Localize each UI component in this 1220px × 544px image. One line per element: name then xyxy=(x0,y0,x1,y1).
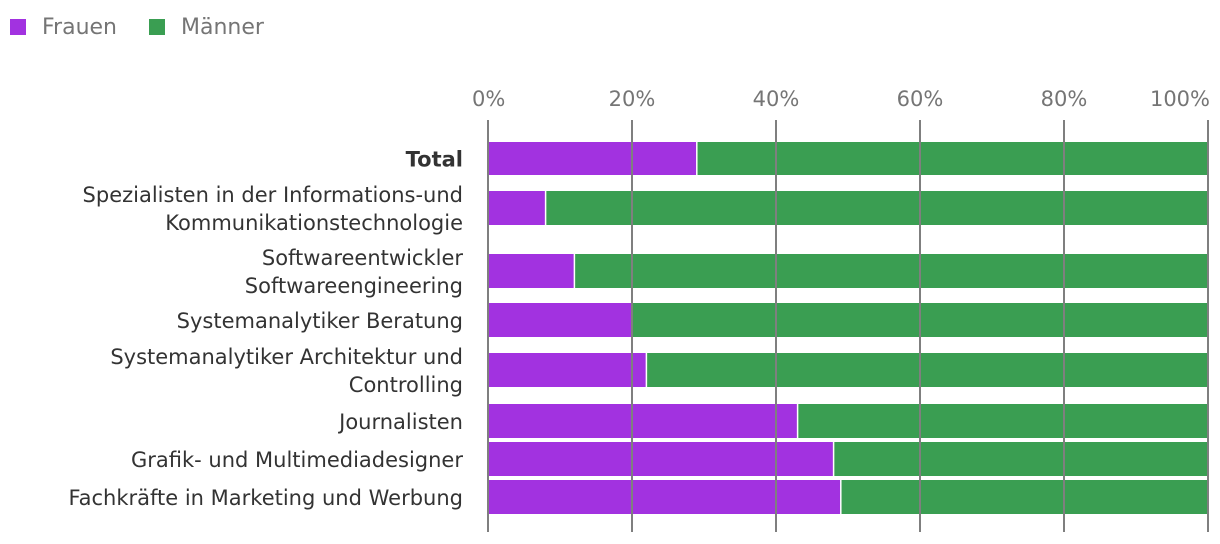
legend-swatch-maenner xyxy=(149,19,166,35)
bar-maenner-0[interactable] xyxy=(696,142,1208,175)
tick-label-1: 20% xyxy=(609,87,656,111)
legend-label-maenner: Männer xyxy=(181,14,264,40)
bar-frauen-0[interactable] xyxy=(488,142,697,175)
bar-maenner-5[interactable] xyxy=(797,404,1208,438)
category-label-1-line-0: Spezialisten in der Informations-und xyxy=(83,183,463,207)
legend-label-frauen: Frauen xyxy=(42,14,118,40)
category-label-4-line-0: Systemanalytiker Architektur und xyxy=(110,345,463,369)
legend-item-maenner[interactable]: Männer xyxy=(149,15,264,40)
tick-label-4: 80% xyxy=(1041,87,1088,111)
tick-label-5: 100% xyxy=(1150,87,1210,111)
legend-swatch-frauen xyxy=(10,19,26,35)
tick-label-3: 60% xyxy=(897,87,944,111)
category-label-1-line-1: Kommunikationstechnologie xyxy=(165,211,463,235)
category-label-6: Grafik- und Multimediadesigner xyxy=(131,448,463,472)
bar-frauen-4[interactable] xyxy=(488,353,647,387)
category-label-3: Systemanalytiker Beratung xyxy=(177,309,463,333)
bar-frauen-6[interactable] xyxy=(488,442,834,476)
bar-frauen-3[interactable] xyxy=(488,303,632,337)
category-label-5: Journalisten xyxy=(337,410,463,434)
bar-maenner-1[interactable] xyxy=(545,191,1208,225)
bar-frauen-5[interactable] xyxy=(488,404,798,438)
category-label-4-line-1: Controlling xyxy=(349,373,463,397)
bar-maenner-2[interactable] xyxy=(574,254,1208,288)
category-label-0: Total xyxy=(406,148,463,172)
category-label-7: Fachkräfte in Marketing und Werbung xyxy=(68,486,463,510)
tick-label-0: 0% xyxy=(472,87,505,111)
category-label-2-line-0: Softwareentwickler xyxy=(262,246,464,270)
bar-frauen-1[interactable] xyxy=(488,191,546,225)
bar-frauen-2[interactable] xyxy=(488,254,575,288)
bar-maenner-4[interactable] xyxy=(646,353,1208,387)
legend: Frauen Männer xyxy=(10,12,296,42)
category-label-2-line-1: Softwareengineering xyxy=(245,274,463,298)
bar-maenner-6[interactable] xyxy=(833,442,1208,476)
bar-frauen-7[interactable] xyxy=(488,480,841,514)
bar-maenner-7[interactable] xyxy=(840,480,1208,514)
legend-item-frauen[interactable]: Frauen xyxy=(10,15,117,40)
tick-label-2: 40% xyxy=(753,87,800,111)
